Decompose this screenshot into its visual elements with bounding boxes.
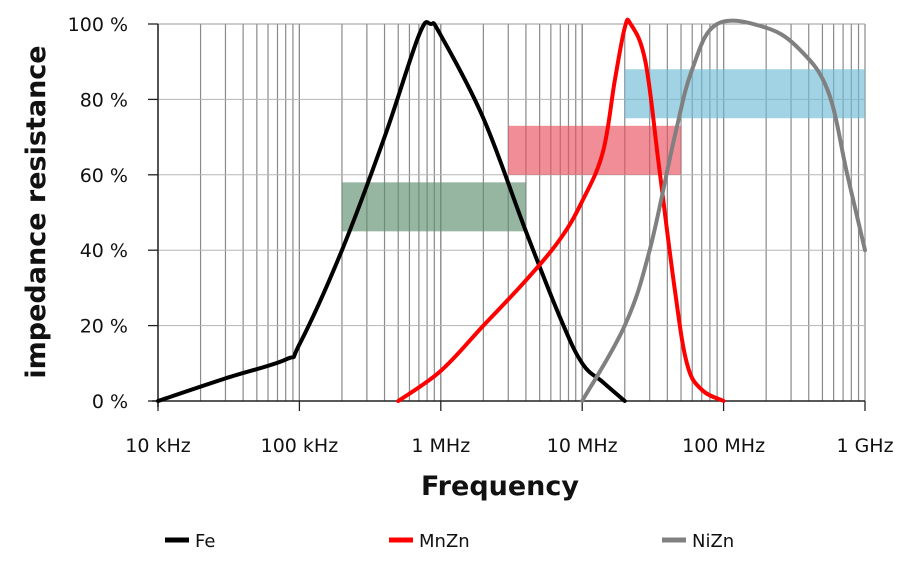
legend-item-fe: Fe xyxy=(165,531,215,552)
band-fe xyxy=(341,182,526,232)
band-nizn xyxy=(624,69,865,119)
series-line-nizn xyxy=(580,18,867,403)
y-tick-label: 80 % xyxy=(80,89,128,111)
x-tick-label: 10 kHz xyxy=(125,435,191,457)
x-tick-label: 100 kHz xyxy=(261,435,339,457)
y-tick-label: 60 % xyxy=(80,165,128,187)
legend-item-nizn: NiZn xyxy=(662,531,734,552)
x-axis-title: Frequency xyxy=(421,471,579,502)
x-tick-label: 1 MHz xyxy=(411,435,470,457)
x-tick-label: 10 MHz xyxy=(547,435,618,457)
x-tick-label: 100 MHz xyxy=(682,435,765,457)
y-tick-label: 100 % xyxy=(68,14,128,36)
legend-label: NiZn xyxy=(692,531,734,552)
y-tick-label: 0 % xyxy=(92,391,128,413)
band-mnzn xyxy=(508,125,682,175)
axes xyxy=(148,23,866,411)
y-tick-labels: 0 % 20 % 40 % 60 % 80 % 100 % xyxy=(68,14,128,413)
series-line-fe xyxy=(156,20,627,403)
y-tick-label: 20 % xyxy=(80,316,128,338)
legend-label: MnZn xyxy=(419,531,470,552)
legend: Fe MnZn NiZn xyxy=(165,531,734,552)
series-line-mnzn xyxy=(396,17,726,403)
x-tick-label: 1 GHz xyxy=(836,435,893,457)
bands xyxy=(341,69,865,232)
legend-item-mnzn: MnZn xyxy=(389,531,470,552)
y-axis-title: impedance resistance xyxy=(21,45,52,378)
legend-label: Fe xyxy=(195,531,215,552)
y-tick-label: 40 % xyxy=(80,240,128,262)
series-lines xyxy=(156,17,867,403)
x-tick-labels: 10 kHz 100 kHz 1 MHz 10 MHz 100 MHz 1 GHz xyxy=(125,435,893,457)
